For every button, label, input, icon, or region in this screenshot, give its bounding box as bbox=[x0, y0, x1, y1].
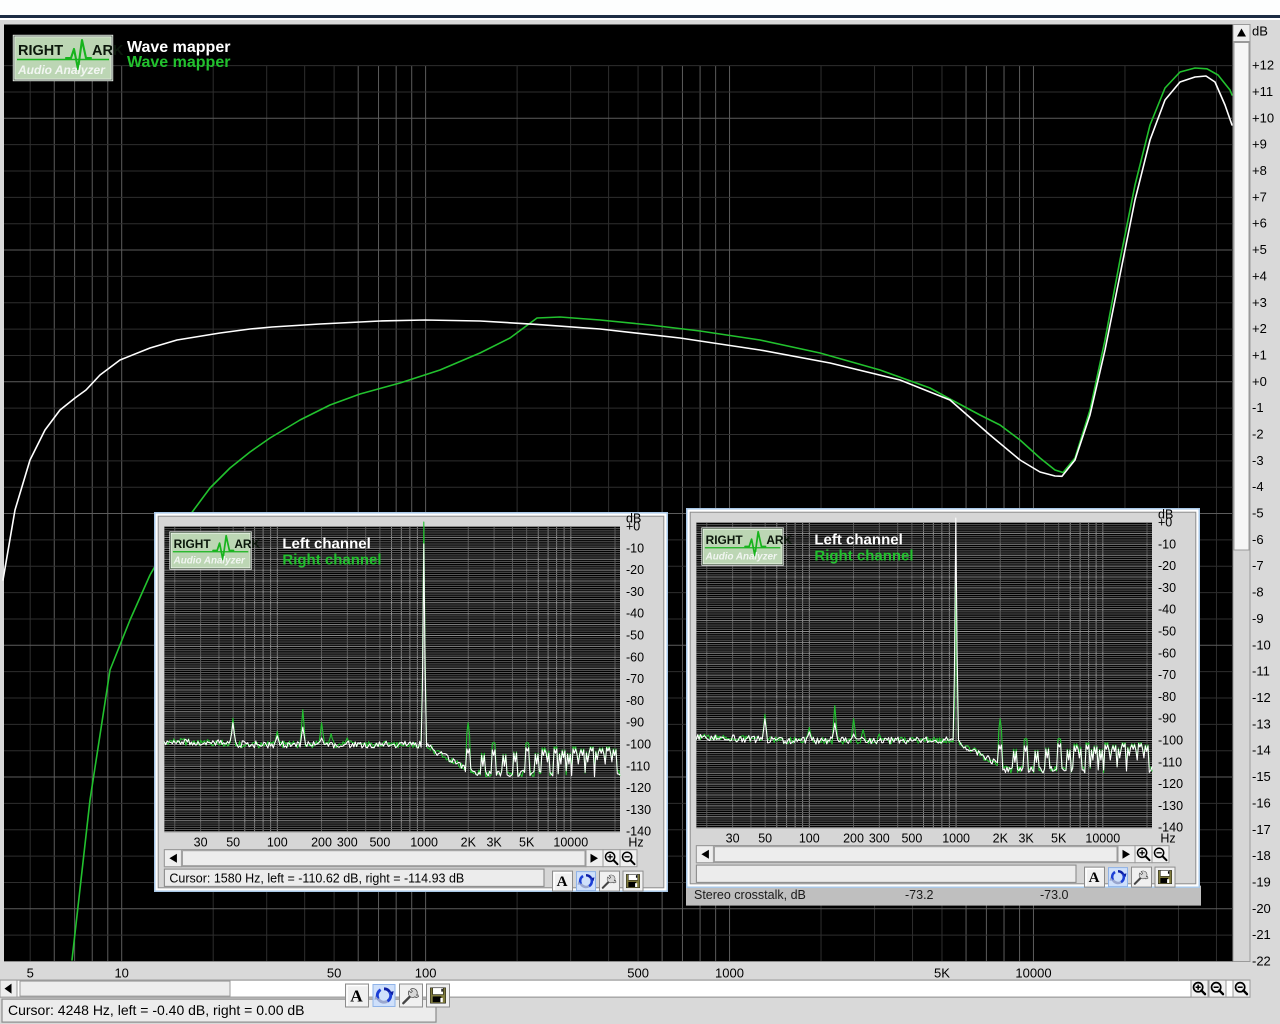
svg-text:A: A bbox=[556, 874, 567, 890]
svg-text:A: A bbox=[1089, 870, 1100, 886]
